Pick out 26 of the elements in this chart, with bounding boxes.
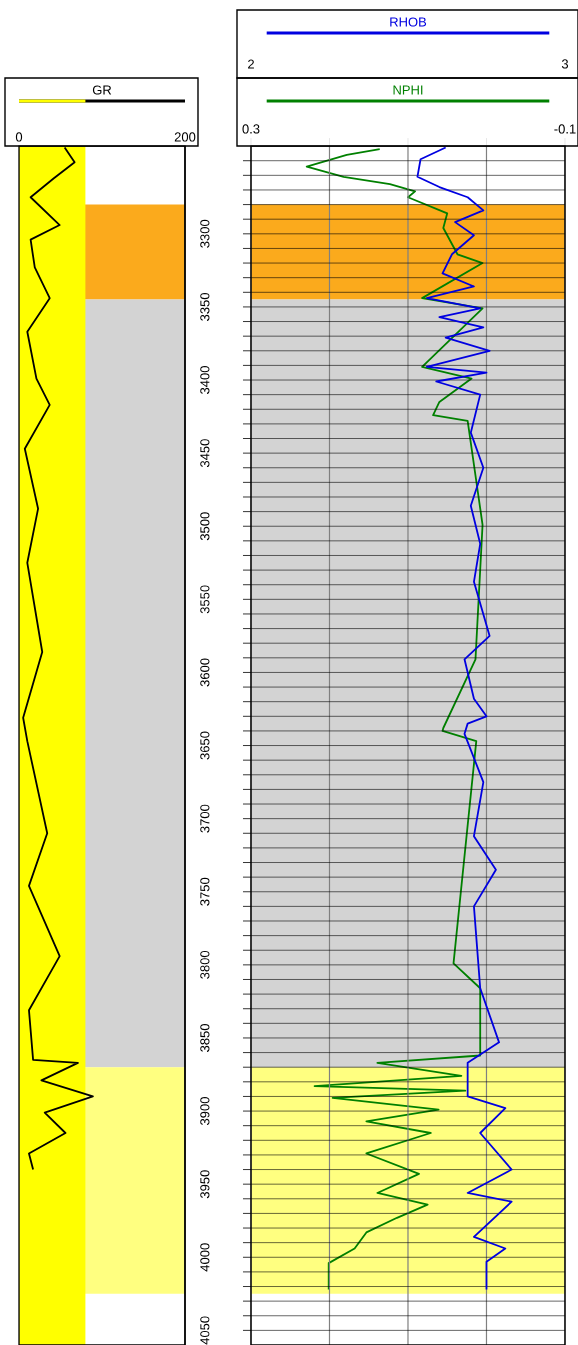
y-tick-label: 3750 (200, 877, 210, 906)
x2-tick-label: 2 (248, 59, 254, 69)
y-tick-label: 4050 (200, 1316, 210, 1345)
line-series (305, 148, 484, 1291)
y-tick-label: 3650 (200, 731, 210, 760)
y-tick-label: 3950 (200, 1170, 210, 1199)
y-tick-label: 3600 (200, 658, 210, 687)
y-tick-label: 3350 (200, 292, 210, 321)
text: NPHI (393, 85, 423, 95)
text: RHOB (390, 17, 427, 27)
y-tick-label: 3450 (200, 439, 210, 468)
x-tick-label: 200 (174, 132, 196, 142)
x2-tick-label: 3 (561, 59, 569, 69)
x-tick-label: -0.1 (554, 124, 576, 134)
y-tick-label: 4000 (200, 1243, 210, 1272)
y-tick-label: 3400 (200, 366, 210, 394)
y-tick-label: 3500 (200, 512, 210, 541)
x-tick-label: 0.3 (242, 124, 260, 134)
y-tick-label: 3700 (200, 804, 210, 833)
y-tick-label: 3550 (200, 585, 210, 614)
x-tick-label: 0 (15, 132, 23, 142)
y-tick-label: 3900 (200, 1097, 210, 1126)
y-tick-label: 3800 (200, 950, 210, 979)
text: GR (92, 85, 112, 95)
y-tick-label: 3300 (200, 219, 210, 248)
y-tick-label: 3850 (200, 1024, 210, 1052)
